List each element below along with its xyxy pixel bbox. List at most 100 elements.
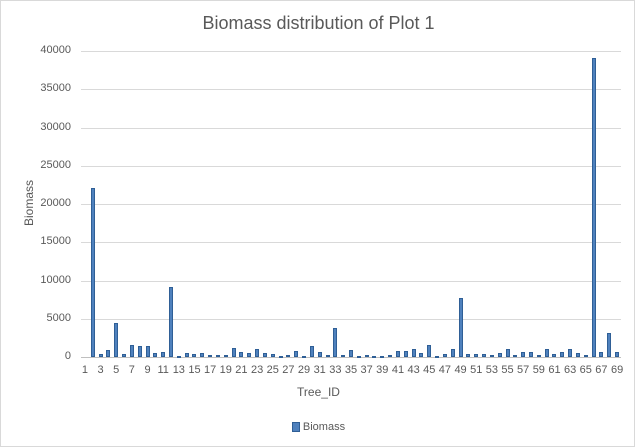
bar-tree-51: [474, 353, 479, 357]
bar-tree-58: [529, 352, 533, 357]
bar-tree-10: [153, 353, 158, 357]
bar-tree-41: [395, 350, 400, 357]
x-tick-label: 55: [501, 364, 514, 376]
bar-tree-14: [184, 353, 189, 357]
bar-tree-44: [419, 353, 424, 357]
bar-tree-38: [372, 356, 377, 358]
gridline: [81, 204, 621, 205]
x-axis-label: Tree_ID: [297, 385, 340, 399]
bar-tree-25: [270, 353, 275, 357]
bar-tree-66: [591, 57, 596, 357]
chart-title: Biomass distribution of Plot 1: [202, 13, 435, 33]
x-tick-label: 61: [548, 364, 561, 376]
gridline: [81, 127, 621, 129]
bar-tree-50: [466, 353, 471, 357]
bar-tree-29: [302, 356, 307, 358]
legend: Biomass: [1, 421, 635, 433]
x-tick-label: 29: [297, 364, 311, 376]
bar-tree-42: [403, 350, 408, 357]
bar-tree-35: [349, 350, 353, 357]
bar-tree-13: [176, 356, 181, 358]
bar-tree-37: [364, 355, 369, 358]
bar-tree-68: [607, 332, 612, 357]
bar-tree-53: [489, 355, 494, 358]
x-tick-label: 49: [454, 364, 467, 376]
x-tick-label: 19: [219, 364, 232, 376]
x-tick-label: 45: [423, 364, 436, 376]
x-tick-label: 21: [235, 364, 248, 376]
x-tick-label: 41: [391, 364, 405, 376]
x-tick-label: 63: [564, 364, 577, 376]
x-tick-label: 37: [360, 364, 373, 376]
bar-tree-61: [552, 353, 557, 357]
bar-tree-67: [599, 351, 604, 357]
bar-tree-26: [278, 356, 283, 358]
bar-tree-9: [145, 345, 150, 357]
bar-tree-3: [98, 353, 103, 357]
bar-tree-2: [90, 187, 95, 357]
bar-tree-12: [169, 286, 173, 357]
bar-tree-15: [192, 353, 197, 357]
x-tick-label: 47: [438, 364, 452, 376]
bar-tree-65: [583, 354, 588, 357]
bar-tree-27: [286, 354, 291, 357]
bar-tree-6: [122, 353, 127, 357]
x-tick-label: 11: [157, 364, 169, 376]
x-tick-label: 25: [266, 364, 279, 376]
bar-tree-62: [560, 351, 565, 357]
y-tick-label: 0: [64, 350, 71, 362]
bar-tree-63: [568, 348, 573, 357]
bar-tree-11: [161, 351, 166, 357]
bar-tree-30: [309, 345, 314, 357]
bar-tree-8: [137, 346, 142, 357]
x-tick-label: 27: [282, 364, 295, 376]
x-tick-label: 43: [407, 364, 420, 376]
bar-tree-59: [536, 355, 541, 358]
bar-tree-33: [333, 327, 338, 357]
bar-tree-4: [106, 350, 111, 357]
bar-tree-23: [255, 348, 260, 357]
bar-tree-18: [215, 354, 220, 357]
x-tick-label: 67: [595, 364, 608, 376]
gridline: [81, 280, 621, 282]
bar-tree-32: [325, 354, 330, 357]
x-tick-label: 57: [517, 364, 530, 376]
x-tick-label: 13: [172, 364, 185, 376]
bar-tree-48: [450, 348, 455, 357]
legend-swatch-icon: [291, 422, 300, 433]
bar-tree-64: [575, 353, 580, 357]
x-axis-line: [81, 357, 621, 358]
y-tick-label: 25000: [40, 158, 71, 171]
x-tick-label: 59: [532, 364, 545, 376]
gridline: [81, 51, 621, 52]
gridline: [81, 89, 621, 91]
bar-tree-55: [505, 348, 510, 357]
bar-tree-57: [521, 351, 526, 357]
x-tick-label: 53: [485, 364, 498, 376]
bar-tree-21: [239, 351, 244, 357]
bar-tree-24: [262, 353, 267, 357]
bar-tree-39: [380, 356, 385, 358]
bar-tree-19: [223, 355, 228, 358]
x-tick-label: 3: [97, 364, 104, 376]
gridline: [81, 242, 621, 244]
bar-tree-28: [294, 350, 299, 357]
bar-tree-54: [497, 353, 502, 357]
y-tick-label: 15000: [40, 235, 71, 248]
bar-tree-40: [388, 355, 393, 358]
x-tick-label: 5: [113, 364, 120, 376]
bar-tree-36: [356, 356, 361, 358]
bar-tree-17: [208, 354, 213, 357]
legend-label: Biomass: [302, 421, 346, 433]
bar-tree-52: [482, 353, 487, 357]
y-tick-label: 10000: [40, 273, 71, 286]
bar-tree-56: [513, 355, 518, 358]
bar-tree-5: [114, 322, 119, 357]
x-tick-label: 7: [128, 364, 135, 376]
x-tick-label: 17: [204, 364, 217, 376]
gridline: [81, 165, 621, 167]
x-tick-label: 69: [610, 364, 624, 376]
x-tick-label: 1: [81, 364, 88, 376]
bar-tree-43: [411, 348, 416, 357]
